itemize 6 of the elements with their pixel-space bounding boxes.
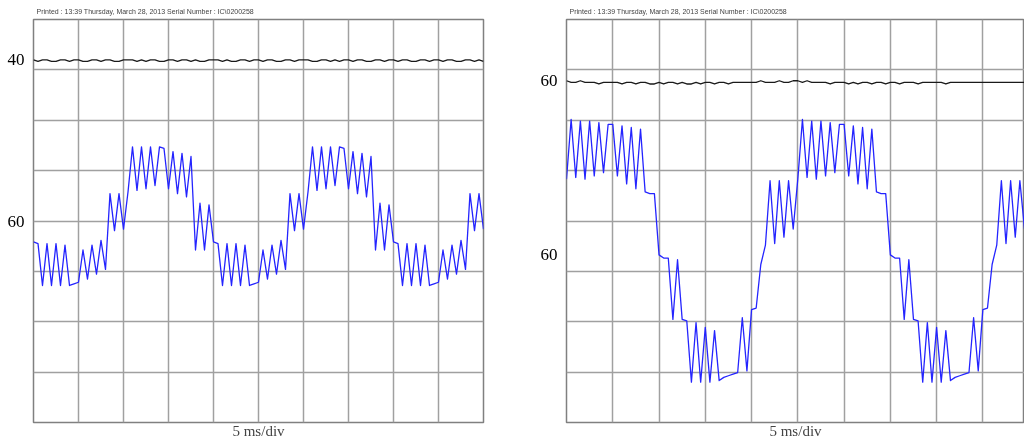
text: 60	[7, 211, 25, 231]
text: 60	[540, 71, 558, 91]
x-axis-title: 5 ms/div	[769, 422, 823, 439]
text: 60	[540, 245, 558, 265]
text: 40	[7, 50, 25, 70]
x-axis-title: 5 ms/div	[232, 422, 286, 439]
